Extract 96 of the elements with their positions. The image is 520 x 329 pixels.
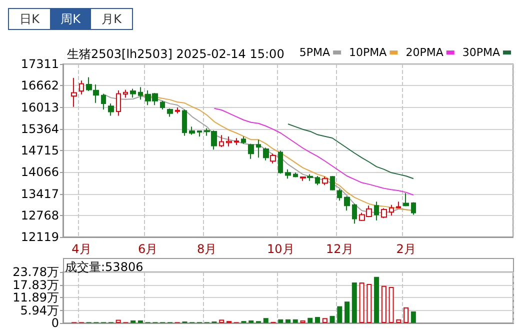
candlestick [337, 188, 342, 202]
y-tick-label: 12119 [20, 230, 59, 244]
y-tick-label: 12768 [20, 208, 59, 222]
candlestick [315, 175, 320, 186]
bar [248, 320, 254, 323]
candlestick [374, 201, 379, 221]
bar [388, 286, 394, 323]
y-tick-label: 14066 [20, 165, 59, 180]
candlestick [389, 204, 394, 216]
bar [138, 320, 143, 323]
candlestick [93, 84, 99, 104]
candlestick [278, 150, 283, 174]
candlestick [293, 172, 298, 178]
chart-title: 成交量:53806 [65, 259, 144, 276]
y-tick-label: 11.89万 [12, 290, 59, 304]
candlestick [86, 76, 92, 92]
candlestick [381, 208, 387, 219]
legend-label: 20PMA [406, 46, 444, 59]
candlestick [71, 77, 77, 108]
candlestick [344, 196, 350, 212]
bar [322, 318, 328, 323]
bar [381, 286, 386, 323]
x-tick-label: 6月 [138, 242, 158, 256]
bar [366, 284, 372, 323]
line-series [214, 108, 414, 196]
candlestick [270, 153, 276, 164]
candlestick [175, 106, 180, 114]
candlestick [79, 80, 84, 95]
bar [278, 319, 284, 323]
bar [344, 302, 350, 323]
candlestick [403, 192, 409, 207]
candlestick [411, 202, 416, 216]
candlestick [108, 103, 114, 116]
bar [337, 306, 342, 323]
bar [315, 316, 320, 323]
candlestick [130, 88, 136, 98]
candlestick [101, 93, 106, 110]
candlestick [396, 201, 401, 208]
candlestick [285, 168, 291, 180]
candlestick [330, 175, 335, 191]
chart-title: 生猪2503[lh2503] 2025-02-14 15:00 [67, 47, 284, 61]
y-tick-label: 16662 [20, 78, 59, 93]
y-tick-label: 17.83万 [12, 278, 59, 292]
bar [286, 319, 290, 323]
bar [404, 307, 409, 323]
bar [263, 318, 268, 323]
legend-label: 10PMA [349, 46, 388, 59]
candlestick [248, 143, 254, 160]
bar [116, 320, 121, 323]
y-tick-label: 16013 [20, 100, 59, 114]
bar [130, 320, 136, 323]
y-tick-label: 14715 [20, 144, 59, 158]
candlestick [300, 176, 306, 182]
text: 日K [18, 11, 40, 28]
x-tick-label: 12月 [326, 242, 354, 256]
bar [396, 319, 402, 323]
x-tick-label: 2月 [396, 242, 416, 256]
candlestick [189, 126, 195, 136]
line-series [288, 124, 414, 180]
candlestick [241, 136, 246, 144]
bar [352, 282, 357, 323]
candlestick [219, 134, 224, 148]
candlestick [256, 139, 261, 158]
bar [410, 311, 416, 323]
candlestick [138, 86, 143, 100]
candlestick [123, 89, 128, 98]
candlestick [352, 203, 357, 224]
candlestick [307, 174, 313, 182]
legend-label: 5PMA [299, 46, 331, 59]
candlestick [263, 147, 269, 161]
y-tick-label: 23.78万 [12, 265, 59, 279]
x-tick-label: 10月 [266, 242, 294, 256]
candlestick [182, 108, 187, 136]
legend-label: 30PMA [462, 46, 500, 59]
y-tick-label: 0 [51, 316, 59, 329]
candlestick [116, 90, 121, 116]
bar [308, 318, 313, 323]
candlestick [226, 136, 232, 147]
candlestick [322, 176, 328, 186]
y-tick-label: 5.94万 [20, 303, 59, 318]
candlestick [167, 108, 173, 118]
bar [359, 282, 364, 323]
y-tick-label: 17311 [20, 57, 59, 71]
y-tick-label: 15364 [20, 122, 59, 136]
bar [374, 276, 380, 323]
bar [330, 316, 335, 323]
x-tick-label: 4月 [72, 242, 92, 256]
text: 月K [100, 11, 122, 28]
bar [292, 319, 298, 323]
x-tick-label: 8月 [197, 242, 217, 256]
candlestick [197, 130, 202, 137]
bar [219, 320, 224, 323]
candlestick [160, 100, 165, 110]
text: 周K [50, 9, 91, 29]
candlestick [234, 138, 239, 146]
y-tick-label: 13417 [20, 186, 59, 201]
